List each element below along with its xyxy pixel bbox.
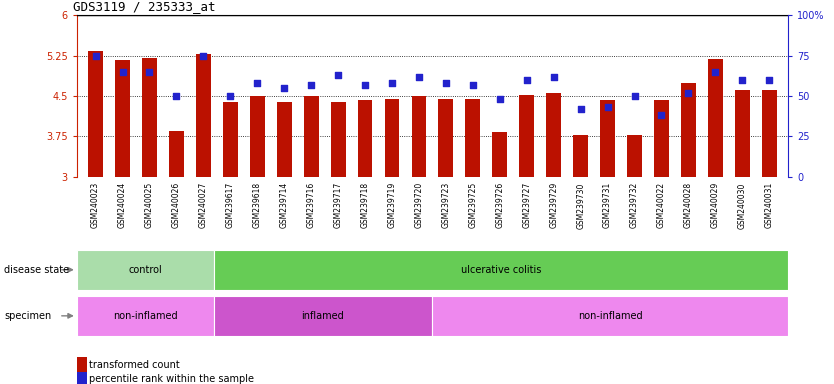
Point xyxy=(681,90,695,96)
Point xyxy=(601,104,615,110)
Bar xyxy=(223,103,238,177)
Point xyxy=(250,80,264,86)
Bar xyxy=(627,135,642,177)
Text: GSM239725: GSM239725 xyxy=(469,182,477,228)
Text: GSM239618: GSM239618 xyxy=(253,182,262,228)
Bar xyxy=(573,135,588,177)
Point xyxy=(709,69,722,75)
Text: GSM239720: GSM239720 xyxy=(414,182,424,228)
Bar xyxy=(331,103,345,177)
Bar xyxy=(761,89,776,177)
Bar xyxy=(277,103,292,177)
Point xyxy=(736,77,749,83)
Text: GDS3119 / 235333_at: GDS3119 / 235333_at xyxy=(73,0,216,13)
Text: GSM240031: GSM240031 xyxy=(765,182,774,228)
Bar xyxy=(77,296,214,336)
Bar xyxy=(115,60,130,177)
Text: GSM239727: GSM239727 xyxy=(522,182,531,228)
Text: GSM239730: GSM239730 xyxy=(576,182,585,228)
Bar xyxy=(432,296,788,336)
Text: GSM240024: GSM240024 xyxy=(118,182,127,228)
Text: control: control xyxy=(128,265,162,275)
Point xyxy=(197,53,210,59)
Bar xyxy=(600,100,615,177)
Bar xyxy=(439,99,454,177)
Text: GSM239732: GSM239732 xyxy=(630,182,639,228)
Bar xyxy=(142,58,157,177)
Bar xyxy=(358,100,373,177)
Text: GSM240025: GSM240025 xyxy=(145,182,154,228)
Text: GSM239719: GSM239719 xyxy=(388,182,396,228)
Point xyxy=(520,77,534,83)
Point xyxy=(385,80,399,86)
Text: GSM239723: GSM239723 xyxy=(441,182,450,228)
Text: GSM239729: GSM239729 xyxy=(550,182,558,228)
Bar xyxy=(708,60,723,177)
Bar xyxy=(196,54,211,177)
Point xyxy=(143,69,156,75)
Point xyxy=(359,82,372,88)
Text: disease state: disease state xyxy=(4,265,69,275)
Text: GSM239617: GSM239617 xyxy=(226,182,235,228)
Bar xyxy=(169,131,183,177)
Point xyxy=(331,72,344,78)
Point xyxy=(628,93,641,99)
Bar xyxy=(654,100,669,177)
Text: specimen: specimen xyxy=(4,311,52,321)
Bar xyxy=(546,93,561,177)
Bar xyxy=(77,250,214,290)
Text: GSM239718: GSM239718 xyxy=(360,182,369,228)
Text: GSM240026: GSM240026 xyxy=(172,182,181,228)
Point xyxy=(412,74,425,80)
Text: non-inflamed: non-inflamed xyxy=(578,311,642,321)
Point xyxy=(440,80,453,86)
Point xyxy=(547,74,560,80)
Text: GSM240022: GSM240022 xyxy=(657,182,666,228)
Point xyxy=(655,112,668,118)
Text: ulcerative colitis: ulcerative colitis xyxy=(460,265,541,275)
Text: GSM239717: GSM239717 xyxy=(334,182,343,228)
Text: non-inflamed: non-inflamed xyxy=(113,311,178,321)
Text: GSM240028: GSM240028 xyxy=(684,182,693,228)
Point xyxy=(493,96,506,102)
Point xyxy=(574,106,587,112)
Point xyxy=(762,77,776,83)
Bar xyxy=(735,89,750,177)
Text: GSM239714: GSM239714 xyxy=(279,182,289,228)
Text: GSM239731: GSM239731 xyxy=(603,182,612,228)
Point xyxy=(224,93,237,99)
Bar xyxy=(465,99,480,177)
Point xyxy=(116,69,129,75)
Point xyxy=(278,85,291,91)
Text: GSM240027: GSM240027 xyxy=(198,182,208,228)
Text: GSM239716: GSM239716 xyxy=(307,182,315,228)
Text: GSM239726: GSM239726 xyxy=(495,182,505,228)
Point xyxy=(466,82,480,88)
Bar xyxy=(681,83,696,177)
Bar xyxy=(88,51,103,177)
Point xyxy=(89,53,103,59)
Bar xyxy=(250,96,264,177)
Bar xyxy=(304,96,319,177)
Bar xyxy=(520,95,534,177)
Bar xyxy=(214,296,432,336)
Bar xyxy=(411,96,426,177)
Bar xyxy=(384,99,399,177)
Text: GSM240030: GSM240030 xyxy=(738,182,746,228)
Text: GSM240023: GSM240023 xyxy=(91,182,100,228)
Bar xyxy=(492,132,507,177)
Text: GSM240029: GSM240029 xyxy=(711,182,720,228)
Text: transformed count: transformed count xyxy=(89,360,180,370)
Point xyxy=(304,82,318,88)
Point xyxy=(170,93,183,99)
Text: inflamed: inflamed xyxy=(302,311,344,321)
Bar xyxy=(214,250,788,290)
Text: percentile rank within the sample: percentile rank within the sample xyxy=(89,374,254,384)
